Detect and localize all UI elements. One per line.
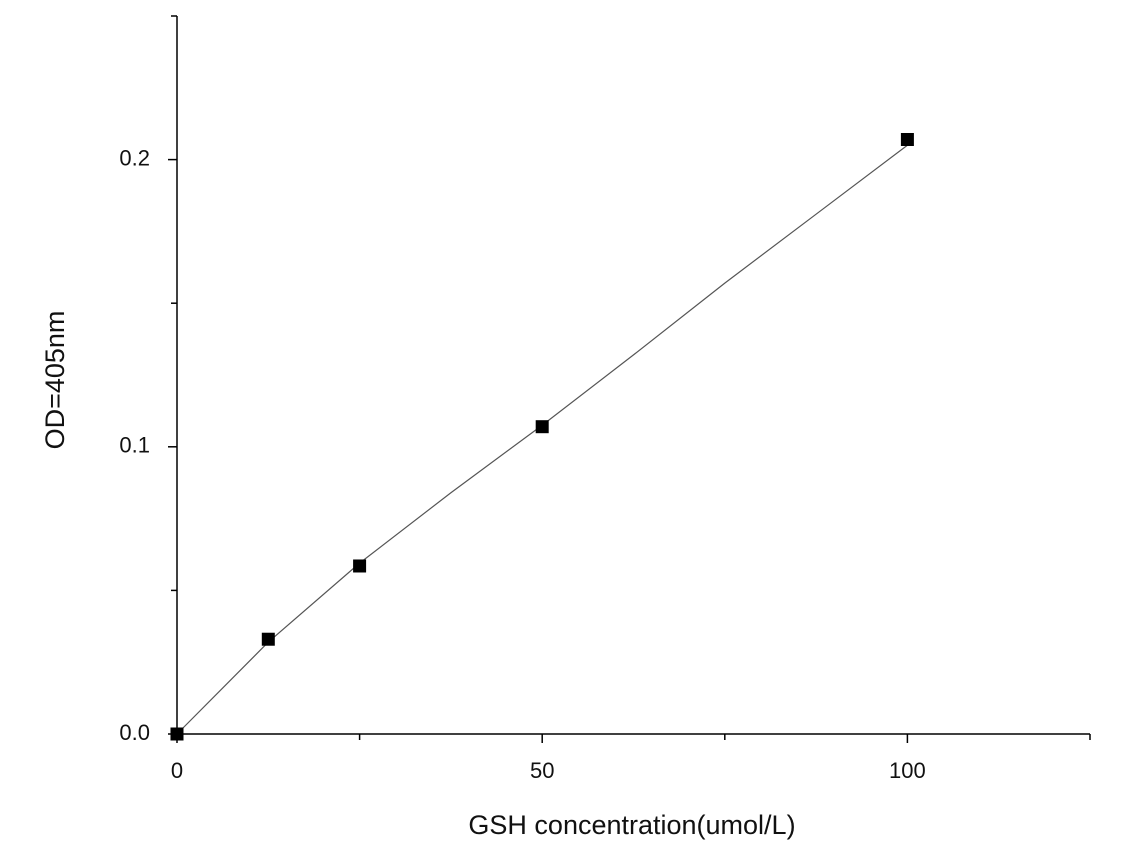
x-axis-title: GSH concentration(umol/L) [468,810,795,840]
data-point [900,132,914,146]
data-point [535,420,549,434]
y-axis-title: OD=405nm [40,311,70,450]
data-point [261,632,275,646]
data-point [353,559,367,573]
x-tick-label: 100 [889,758,926,783]
fit-curve [176,144,908,735]
y-tick-label: 0.2 [119,145,150,170]
y-tick-label: 0.0 [119,720,150,745]
x-tick-label: 0 [171,758,183,783]
data-point [170,727,184,741]
x-tick-label: 50 [530,758,554,783]
y-tick-label: 0.1 [119,433,150,458]
